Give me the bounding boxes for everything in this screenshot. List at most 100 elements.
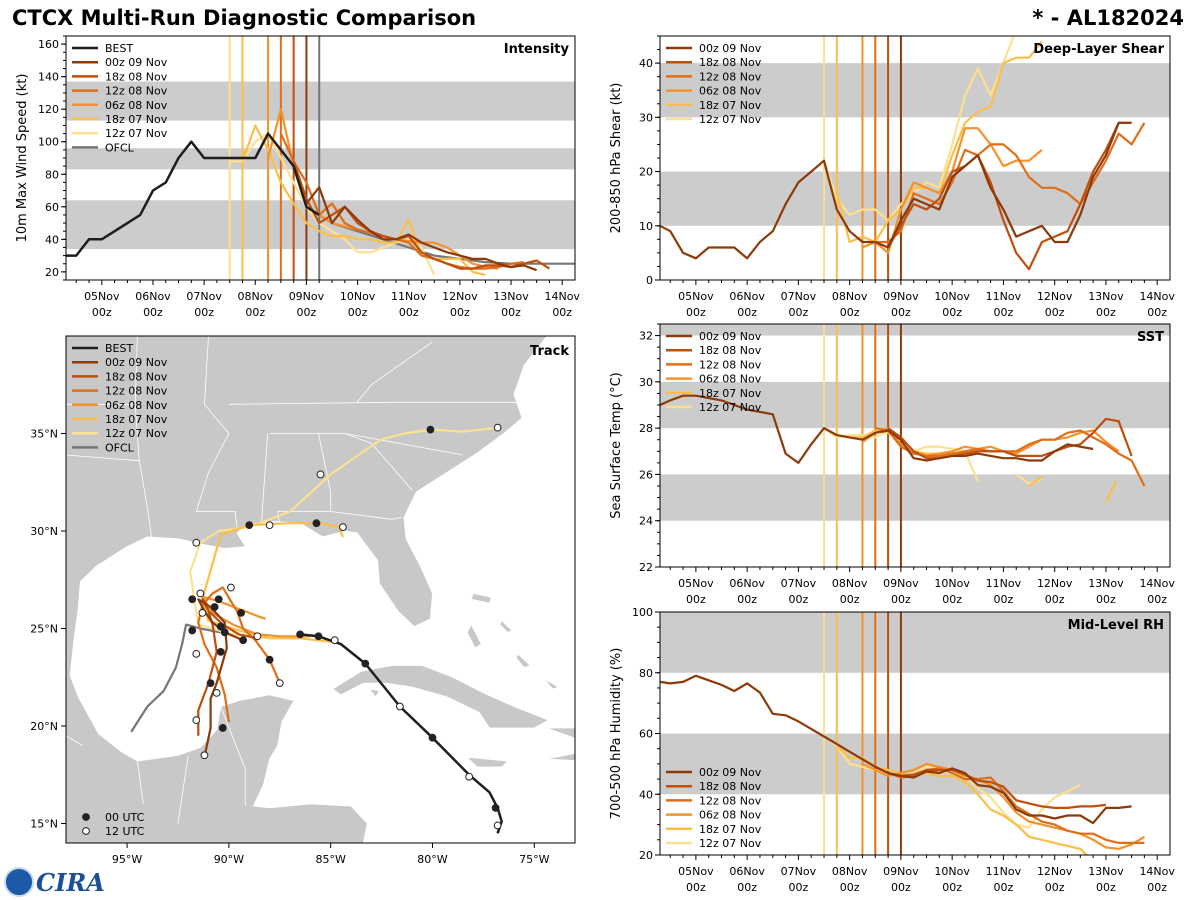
lat-tick-label: 15°N xyxy=(30,818,58,831)
x-tick-label-day: 11Nov xyxy=(986,290,1022,303)
track-marker-00utc xyxy=(206,679,215,687)
x-tick-label-day: 07Nov xyxy=(186,290,222,303)
track-marker-12utc xyxy=(192,538,201,547)
marker-legend-label: 00 UTC xyxy=(105,811,145,824)
legend-label-ofcl: OFCL xyxy=(105,141,135,154)
y-axis-label: Sea Surface Temp (°C) xyxy=(609,372,624,519)
state-border xyxy=(136,761,144,805)
y-tick-label: 120 xyxy=(38,103,59,116)
track-marker-12utc xyxy=(198,609,207,617)
x-tick-label-hour: 00z xyxy=(552,306,572,319)
track-marker-12utc xyxy=(396,702,404,711)
shaded-band xyxy=(660,474,1170,521)
legend-label-18z-08-nov: 18z 08 Nov xyxy=(699,344,762,357)
track-line-ofcl xyxy=(130,623,221,733)
y-tick-label: 80 xyxy=(45,168,59,181)
shaded-band xyxy=(660,63,1170,118)
legend-label-06z-08-nov: 06z 08 Nov xyxy=(105,399,168,412)
map-layer xyxy=(66,336,575,843)
series-group xyxy=(660,394,1146,503)
y-axis-label: 700-500 hPa Humidity (%) xyxy=(609,648,624,820)
lat-tick-label: 25°N xyxy=(30,623,58,636)
state-border xyxy=(356,341,433,403)
track-marker-12utc xyxy=(338,523,347,531)
series-line-12z-08-nov xyxy=(875,122,1146,244)
x-tick-label-day: 05Nov xyxy=(678,577,714,590)
legend-label-06z-08-nov: 06z 08 Nov xyxy=(105,99,168,112)
shaded-band xyxy=(660,733,1170,795)
x-tick-label-day: 12Nov xyxy=(1037,290,1073,303)
y-tick-label: 22 xyxy=(639,561,653,574)
track-marker-12utc xyxy=(212,688,221,697)
legend-label-00z-09-nov: 00z 09 Nov xyxy=(105,356,168,369)
legend-label-00z-09-nov: 00z 09 Nov xyxy=(699,42,762,55)
y-tick-label: 160 xyxy=(38,38,59,51)
track-marker-00utc xyxy=(210,603,219,611)
x-tick-label-hour: 00z xyxy=(994,881,1014,894)
legend-label-06z-08-nov: 06z 08 Nov xyxy=(699,809,762,822)
x-tick-label-day: 09Nov xyxy=(289,290,325,303)
shaded-band xyxy=(660,612,1170,673)
y-axis-label: 200-850 hPa Shear (kt) xyxy=(609,83,624,234)
x-tick-label-day: 13Nov xyxy=(1088,290,1124,303)
chart-title: Track xyxy=(530,344,569,359)
chart-rh: 20 40 60 80 100 05Nov 00z 06Nov 00z 07Nov 00z 08Nov… xyxy=(609,606,1175,894)
series-line-18z-07-nov xyxy=(241,124,486,277)
legend-label-18z-07-nov: 18z 07 Nov xyxy=(699,99,762,112)
x-tick-label-day: 08Nov xyxy=(832,290,868,303)
series-line-18z-08-nov xyxy=(887,768,1107,810)
land-island xyxy=(368,688,381,698)
land-island xyxy=(465,756,509,768)
chart-sst: 22 24 26 28 30 32 05Nov 00z 06Nov 00z 07Nov 00z 08No… xyxy=(609,323,1175,606)
x-tick-label-hour: 00z xyxy=(348,306,368,319)
y-tick-label: 24 xyxy=(639,515,653,528)
state-border xyxy=(66,735,83,746)
x-tick-label-hour: 00z xyxy=(399,306,419,319)
track-marker-00utc xyxy=(314,632,323,641)
legend-label-18z-07-nov: 18z 07 Nov xyxy=(699,387,762,400)
legend-label-12z-08-nov: 12z 08 Nov xyxy=(699,70,762,83)
x-tick-label-hour: 00z xyxy=(245,306,265,319)
y-tick-label: 40 xyxy=(45,233,59,246)
noaa-logo-icon xyxy=(4,867,34,897)
legend-label-00z-09-nov: 00z 09 Nov xyxy=(699,766,762,779)
x-tick-label-hour: 00z xyxy=(194,306,214,319)
track-marker-00utc xyxy=(188,626,197,635)
series-line-best xyxy=(66,132,320,257)
x-tick-label-hour: 00z xyxy=(840,306,860,319)
series-line-18z-08-nov xyxy=(887,121,1132,271)
x-tick-label-day: 13Nov xyxy=(493,290,529,303)
track-line-18z-07-nov xyxy=(201,522,344,644)
x-tick-label-hour: 00z xyxy=(942,306,962,319)
series-line-18z-07-nov xyxy=(1104,480,1118,503)
y-tick-label: 100 xyxy=(632,606,653,619)
x-tick-label-day: 11Nov xyxy=(986,865,1022,878)
y-tick-label: 20 xyxy=(639,849,653,862)
x-tick-label-day: 11Nov xyxy=(986,577,1022,590)
y-axis-label: 10m Max Wind Speed (kt) xyxy=(15,74,30,243)
track-marker-00utc xyxy=(312,519,321,528)
state-border xyxy=(177,755,189,824)
x-tick-label-hour: 00z xyxy=(942,593,962,606)
x-tick-label-hour: 00z xyxy=(891,306,911,319)
x-tick-label-day: 14Nov xyxy=(1139,290,1175,303)
track-line-12z-07-nov xyxy=(189,426,498,640)
track-marker-00utc xyxy=(214,595,223,604)
series-line-18z-08-nov xyxy=(887,417,1133,460)
track-marker-12utc xyxy=(465,772,474,781)
x-tick-label-hour: 00z xyxy=(789,593,809,606)
map-frame xyxy=(65,335,576,844)
track-marker-00utc xyxy=(239,636,248,645)
y-tick-label: 26 xyxy=(639,468,653,481)
track-marker-00utc xyxy=(220,628,229,637)
land-island xyxy=(470,592,493,604)
y-tick-label: 140 xyxy=(38,71,59,84)
land-island xyxy=(499,620,513,633)
track-marker-00utc xyxy=(216,622,225,631)
series-group xyxy=(66,108,575,277)
track-marker-12utc xyxy=(493,821,502,830)
track-marker-00utc xyxy=(426,425,435,434)
x-tick-label-day: 06Nov xyxy=(729,290,765,303)
